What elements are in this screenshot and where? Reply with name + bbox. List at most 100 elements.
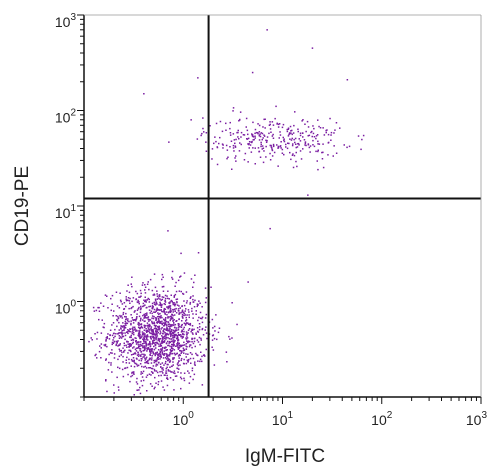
data-point [146, 334, 149, 336]
data-point [159, 316, 161, 319]
data-point [292, 166, 295, 169]
data-point [229, 146, 231, 148]
data-point [130, 339, 133, 341]
data-point [152, 331, 154, 334]
data-point [162, 322, 165, 324]
data-point [122, 332, 124, 334]
data-point [126, 290, 128, 292]
data-point [106, 337, 109, 339]
data-point [182, 328, 185, 330]
data-point [169, 333, 171, 335]
data-point [137, 342, 139, 344]
data-point [165, 370, 167, 372]
data-point [148, 358, 151, 361]
data-point [141, 376, 144, 378]
data-point [101, 319, 103, 321]
data-point [160, 366, 162, 368]
data-point [254, 147, 256, 149]
data-point [196, 305, 198, 308]
data-point [214, 330, 216, 332]
data-point [154, 353, 156, 355]
data-point [225, 144, 228, 147]
data-point [178, 290, 181, 292]
data-point [127, 297, 130, 299]
data-point [251, 141, 253, 144]
data-point [123, 329, 125, 332]
data-point [172, 361, 174, 363]
data-point [161, 273, 164, 276]
data-point [157, 383, 159, 386]
data-point [144, 316, 147, 319]
data-point [197, 341, 200, 343]
data-point [138, 296, 140, 298]
data-point [120, 354, 122, 356]
data-point [184, 314, 187, 316]
data-point [145, 337, 148, 339]
data-point [306, 120, 309, 123]
data-point [169, 370, 171, 372]
data-point [143, 324, 145, 327]
data-point [172, 317, 174, 320]
data-point [204, 355, 206, 357]
data-point [139, 296, 141, 298]
data-point [308, 146, 311, 149]
data-point [171, 338, 173, 340]
data-point [151, 367, 154, 370]
data-point [136, 389, 139, 391]
data-point [162, 336, 165, 338]
data-point [188, 323, 190, 325]
data-point [270, 146, 273, 148]
data-point [166, 384, 169, 387]
data-point [231, 302, 233, 304]
data-point [120, 349, 122, 352]
data-point [265, 141, 268, 143]
data-point [204, 301, 207, 304]
data-point [160, 328, 162, 330]
data-point [258, 124, 261, 127]
data-point [232, 107, 235, 109]
data-point [147, 324, 150, 326]
data-point [129, 349, 132, 352]
data-point [149, 367, 151, 369]
data-point [110, 297, 112, 300]
data-point [147, 326, 149, 328]
data-point [100, 357, 102, 359]
data-point [142, 345, 144, 347]
data-point [163, 319, 166, 322]
data-point [141, 372, 144, 374]
data-point [158, 339, 160, 341]
data-point [327, 133, 330, 136]
data-point [139, 311, 142, 314]
data-point [126, 322, 129, 325]
data-point [144, 300, 147, 303]
data-point [120, 325, 122, 327]
data-point [318, 143, 321, 145]
data-point [138, 302, 140, 305]
data-point [186, 340, 188, 342]
data-point [171, 331, 174, 334]
data-point [155, 336, 158, 339]
data-point [238, 138, 240, 140]
data-point [251, 133, 253, 135]
data-point [188, 382, 191, 384]
data-point [167, 317, 169, 319]
data-point [154, 311, 156, 313]
data-point [149, 305, 152, 308]
data-point [193, 281, 195, 284]
data-point [321, 158, 324, 160]
data-point [165, 317, 167, 319]
data-point [256, 132, 259, 134]
data-point [146, 348, 149, 351]
data-point [253, 138, 255, 141]
data-point [170, 325, 172, 328]
data-point [124, 332, 126, 334]
data-point [161, 351, 163, 354]
data-point [157, 312, 159, 314]
data-point [121, 303, 124, 305]
data-point [180, 344, 182, 346]
data-point [155, 331, 157, 334]
data-point [216, 338, 218, 341]
data-point [170, 318, 173, 320]
data-point [133, 394, 135, 396]
data-point [130, 307, 132, 310]
